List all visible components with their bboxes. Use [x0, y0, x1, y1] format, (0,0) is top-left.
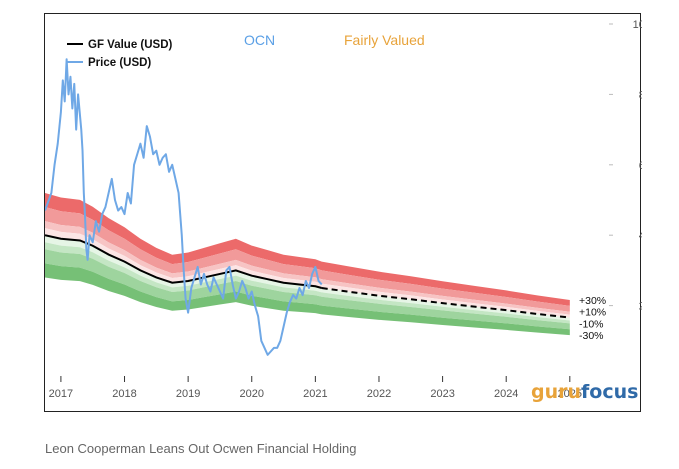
band-plus-10 [45, 221, 570, 315]
chart-caption: Leon Cooperman Leans Out Ocwen Financial… [45, 441, 357, 456]
band-plus-30 [45, 192, 570, 306]
x-tick-label: 2022 [367, 388, 391, 400]
logo-guru: guru [531, 381, 581, 403]
x-tick-label: 2019 [176, 388, 200, 400]
band-plus-20 [45, 207, 570, 312]
band-minus-20 [45, 249, 570, 330]
chart-lines [45, 58, 570, 356]
x-tick-label: 2021 [303, 388, 327, 400]
svg-text:gurufocus: gurufocus [531, 381, 638, 403]
band-label-minus-30: -30% [579, 330, 604, 342]
x-tick-label: 2020 [240, 388, 264, 400]
axis-ticks: 2017 2018 2019 2020 2021 2022 2023 2024 2025 20 40… [49, 19, 642, 400]
x-tick-label: 2018 [112, 388, 136, 400]
x-tick-label: 2023 [430, 388, 454, 400]
chart-frame: 2017 2018 2019 2020 2021 2022 2023 2024 2025 20 40… [44, 13, 642, 412]
y-tick-label: 80 [639, 89, 642, 101]
band-minus-30 [45, 263, 570, 336]
x-tick-label: 2024 [494, 388, 518, 400]
band-label-plus-30: +30% [579, 295, 606, 307]
legend-gf-value: GF Value (USD) [88, 39, 173, 51]
band-labels: +30%+10%-10%-30% [579, 295, 606, 342]
gurufocus-logo: gurufocus [531, 381, 638, 403]
gf-value-projection-line [321, 287, 570, 319]
y-tick-label: 100 [633, 19, 642, 31]
ticker-label: OCN [244, 32, 275, 48]
band-plus-5 [45, 228, 570, 318]
valuation-bands [45, 192, 570, 336]
x-tick-label: 2025 [558, 388, 582, 400]
band-label-minus-10: -10% [579, 318, 604, 330]
valuation-label: Fairly Valued [344, 32, 425, 48]
logo-focus: focus [581, 381, 638, 403]
gf-value-line [45, 234, 322, 289]
legend: GF Value (USD) Price (USD) [67, 39, 173, 69]
legend-price: Price (USD) [88, 57, 151, 69]
y-tick-label: 60 [639, 160, 642, 172]
x-tick-label: 2017 [49, 388, 73, 400]
y-tick-label: 20 [639, 301, 642, 313]
band-label-plus-10: +10% [579, 307, 606, 319]
y-tick-label: 40 [639, 230, 642, 242]
band-minus-10 [45, 242, 570, 324]
band-minus-5 [45, 235, 570, 321]
price-line [45, 58, 323, 356]
gf-value-chart: 2017 2018 2019 2020 2021 2022 2023 2024 2025 20 40… [45, 19, 642, 403]
